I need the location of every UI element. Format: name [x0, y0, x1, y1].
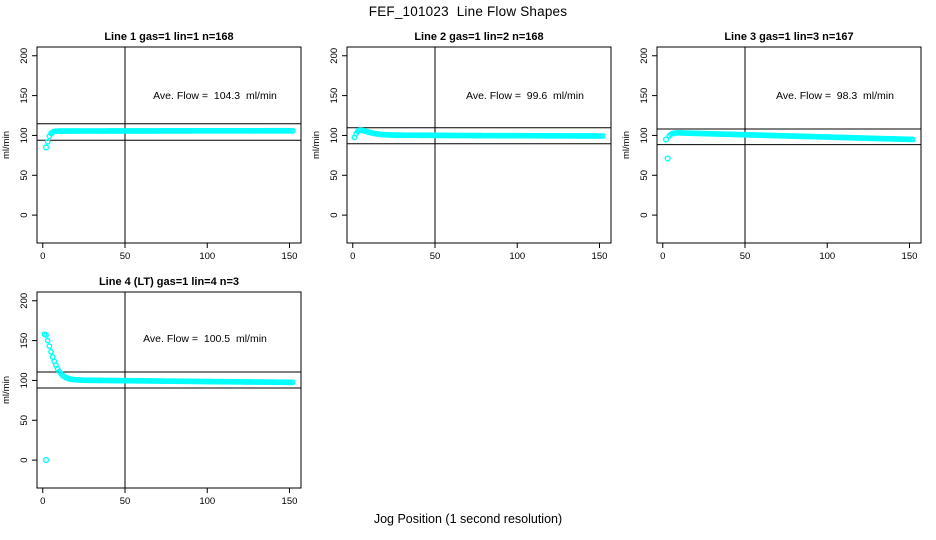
- subplot-title: Line 2 gas=1 lin=2 n=168: [414, 31, 543, 43]
- y-axis-label: ml/min: [621, 131, 632, 159]
- subplot-line-1-plot: Line 1 gas=1 lin=1 n=168 Ave. Flow = 104…: [1, 31, 302, 262]
- outlier-point: [42, 457, 50, 464]
- y-tick-label: 50: [639, 170, 650, 181]
- plot-box: [346, 46, 612, 244]
- y-tick-label: 100: [19, 128, 30, 144]
- y-tick-label: 50: [19, 415, 30, 426]
- x-tick-label: 0: [40, 496, 45, 507]
- y-tick-label: 150: [329, 88, 340, 104]
- plot-box: [36, 46, 302, 244]
- x-tick-label: 150: [592, 251, 608, 262]
- x-tick-label: 0: [660, 251, 665, 262]
- y-tick-label: 100: [329, 128, 340, 144]
- y-tick-label: 150: [19, 88, 30, 104]
- x-tick-label: 150: [282, 251, 298, 262]
- plot-area: 0 50 100 150 0 50 100 150 200: [639, 46, 922, 262]
- ave-flow-annotation: Ave. Flow = 100.5 ml/min: [143, 333, 267, 345]
- subplot-title: Line 3 gas=1 lin=3 n=167: [724, 31, 853, 43]
- ave-flow-annotation: Ave. Flow = 99.6 ml/min: [466, 90, 584, 102]
- x-axis-label: Jog Position (1 second resolution): [373, 512, 563, 526]
- y-tick-label: 150: [19, 333, 30, 349]
- x-tick-label: 50: [430, 251, 441, 262]
- scatter-points: [42, 127, 296, 151]
- subplot-title: Line 4 (LT) gas=1 lin=4 n=3: [99, 276, 239, 288]
- ave-flow-annotation: Ave. Flow = 104.3 ml/min: [153, 90, 277, 102]
- x-tick-label: 150: [282, 496, 298, 507]
- y-axis-label: ml/min: [1, 131, 12, 159]
- subplot-line-4-plot: Line 4 (LT) gas=1 lin=4 n=3 Ave. Flow = …: [1, 276, 302, 507]
- subplot-line-4: Line 4 (LT) gas=1 lin=4 n=3 Ave. Flow = …: [0, 272, 310, 522]
- outlier-point: [664, 155, 671, 162]
- plot-area: 0 50 100 150 0 50 100 150 200: [329, 46, 612, 262]
- x-tick-label: 50: [120, 251, 131, 262]
- plot-box: [656, 46, 922, 244]
- subplot-line-2: Line 2 gas=1 lin=2 n=168 Ave. Flow = 99.…: [310, 27, 620, 277]
- y-tick-label: 200: [19, 48, 30, 64]
- x-tick-label: 0: [350, 251, 355, 262]
- subplot-line-1: Line 1 gas=1 lin=1 n=168 Ave. Flow = 104…: [0, 27, 310, 277]
- x-tick-label: 50: [740, 251, 751, 262]
- outlier-point: [42, 144, 50, 151]
- scatter-points: [41, 331, 296, 464]
- y-tick-label: 100: [19, 373, 30, 389]
- x-tick-label: 100: [509, 251, 525, 262]
- x-tick-label: 150: [902, 251, 918, 262]
- figure-title: FEF_101023 Line Flow Shapes: [368, 4, 568, 19]
- y-tick-label: 50: [329, 170, 340, 181]
- subplot-line-3-plot: Line 3 gas=1 lin=3 n=167 Ave. Flow = 98.…: [621, 31, 922, 262]
- subplot-line-3: Line 3 gas=1 lin=3 n=167 Ave. Flow = 98.…: [620, 27, 930, 277]
- y-tick-label: 150: [639, 88, 650, 104]
- x-tick-label: 0: [40, 251, 45, 262]
- x-tick-label: 100: [199, 496, 215, 507]
- subplot-line-2-plot: Line 2 gas=1 lin=2 n=168 Ave. Flow = 99.…: [311, 31, 612, 262]
- plot-box: [36, 291, 302, 489]
- y-tick-label: 0: [19, 212, 30, 217]
- scatter-points: [662, 129, 916, 162]
- y-tick-label: 200: [19, 293, 30, 309]
- ave-flow-annotation: Ave. Flow = 98.3 ml/min: [776, 90, 894, 102]
- x-tick-label: 50: [120, 496, 131, 507]
- plot-area: 0 50 100 150 0 50 100 150 200: [19, 46, 302, 262]
- y-axis-label: ml/min: [1, 376, 12, 404]
- y-tick-label: 100: [639, 128, 650, 144]
- y-tick-label: 200: [329, 48, 340, 64]
- plot-area: 0 50 100 150 0 50 100 150 200: [19, 291, 302, 507]
- y-tick-label: 0: [639, 212, 650, 217]
- x-tick-label: 100: [819, 251, 835, 262]
- y-axis-label: ml/min: [311, 131, 322, 159]
- y-tick-label: 50: [19, 170, 30, 181]
- y-tick-label: 0: [19, 457, 30, 462]
- y-tick-label: 200: [639, 48, 650, 64]
- x-tick-label: 100: [199, 251, 215, 262]
- scatter-points: [351, 127, 606, 141]
- outlier-point: [662, 136, 670, 143]
- subplot-title: Line 1 gas=1 lin=1 n=168: [104, 31, 233, 43]
- y-tick-label: 0: [329, 212, 340, 217]
